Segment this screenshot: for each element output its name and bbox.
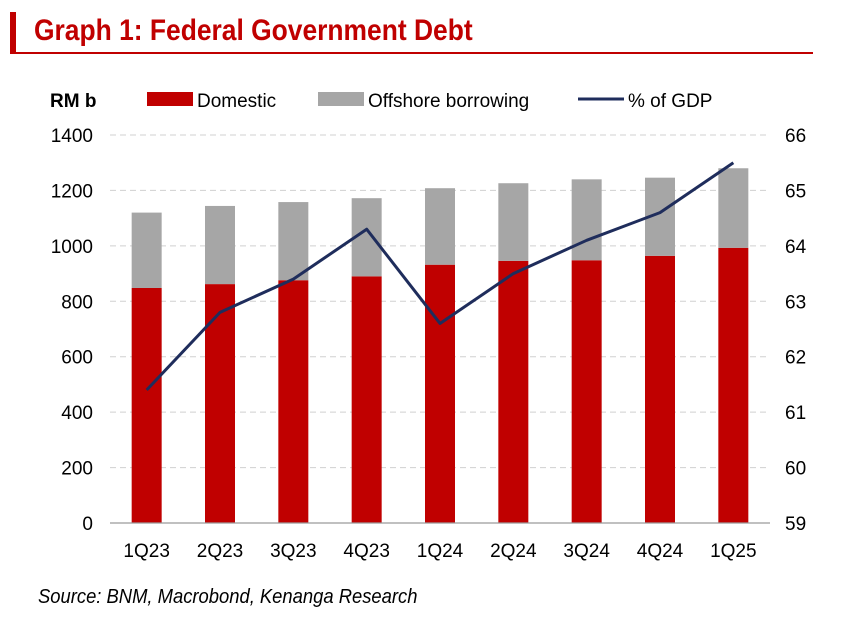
bar-domestic xyxy=(718,247,749,523)
x-tick-label: 3Q23 xyxy=(270,541,316,562)
y2-tick-label: 60 xyxy=(785,459,806,480)
bar-offshore xyxy=(571,179,602,261)
y2-tick-label: 63 xyxy=(785,292,806,313)
x-tick-label: 1Q24 xyxy=(417,541,464,562)
x-tick-label: 2Q24 xyxy=(490,541,537,562)
y-tick-label: 1000 xyxy=(51,237,93,258)
bar-domestic xyxy=(131,287,162,523)
bar-offshore xyxy=(718,168,749,248)
y2-tick-label: 62 xyxy=(785,348,806,369)
bar-domestic xyxy=(571,260,602,523)
legend-swatch-offshore xyxy=(318,92,364,106)
legend-label-domestic: Domestic xyxy=(197,91,276,112)
legend-label-gdp: % of GDP xyxy=(628,91,712,112)
y2-tick-label: 66 xyxy=(785,126,806,147)
series-line-gdp xyxy=(145,161,735,392)
bar-domestic xyxy=(425,264,455,523)
bar-domestic xyxy=(645,255,675,523)
y-tick-label: 1400 xyxy=(51,126,93,147)
y-tick-label: 800 xyxy=(61,292,93,313)
source-note: Source: BNM, Macrobond, Kenanga Research xyxy=(38,586,418,608)
bar-offshore xyxy=(425,188,455,265)
x-tick-label: 1Q25 xyxy=(710,541,756,562)
x-tick-label: 4Q23 xyxy=(343,541,389,562)
bar-offshore xyxy=(498,183,529,261)
y-axis-unit-label: RM b xyxy=(50,91,96,112)
y-tick-label: 0 xyxy=(82,514,93,535)
y2-tick-label: 59 xyxy=(785,514,806,535)
title-bar: Graph 1: Federal Government Debt xyxy=(10,12,813,54)
y-tick-label: 200 xyxy=(61,459,93,480)
bar-domestic xyxy=(498,260,529,523)
y-tick-label: 600 xyxy=(61,348,93,369)
bar-domestic xyxy=(351,276,382,523)
y2-tick-label: 64 xyxy=(785,237,807,258)
bar-offshore xyxy=(205,205,235,285)
x-tick-label: 2Q23 xyxy=(197,541,243,562)
y2-tick-label: 61 xyxy=(785,403,806,424)
y-tick-label: 400 xyxy=(61,403,93,424)
y-tick-label: 1200 xyxy=(51,181,93,202)
x-tick-label: 3Q24 xyxy=(563,541,610,562)
page-title: Graph 1: Federal Government Debt xyxy=(34,14,473,47)
bar-offshore xyxy=(278,202,309,281)
bar-domestic xyxy=(278,280,309,523)
bar-domestic xyxy=(205,284,235,523)
x-tick-label: 4Q24 xyxy=(637,541,684,562)
legend-swatch-domestic xyxy=(147,92,193,106)
y2-tick-label: 65 xyxy=(785,181,806,202)
bar-offshore xyxy=(131,212,162,288)
legend-label-offshore: Offshore borrowing xyxy=(368,91,529,112)
x-tick-label: 1Q23 xyxy=(123,541,169,562)
